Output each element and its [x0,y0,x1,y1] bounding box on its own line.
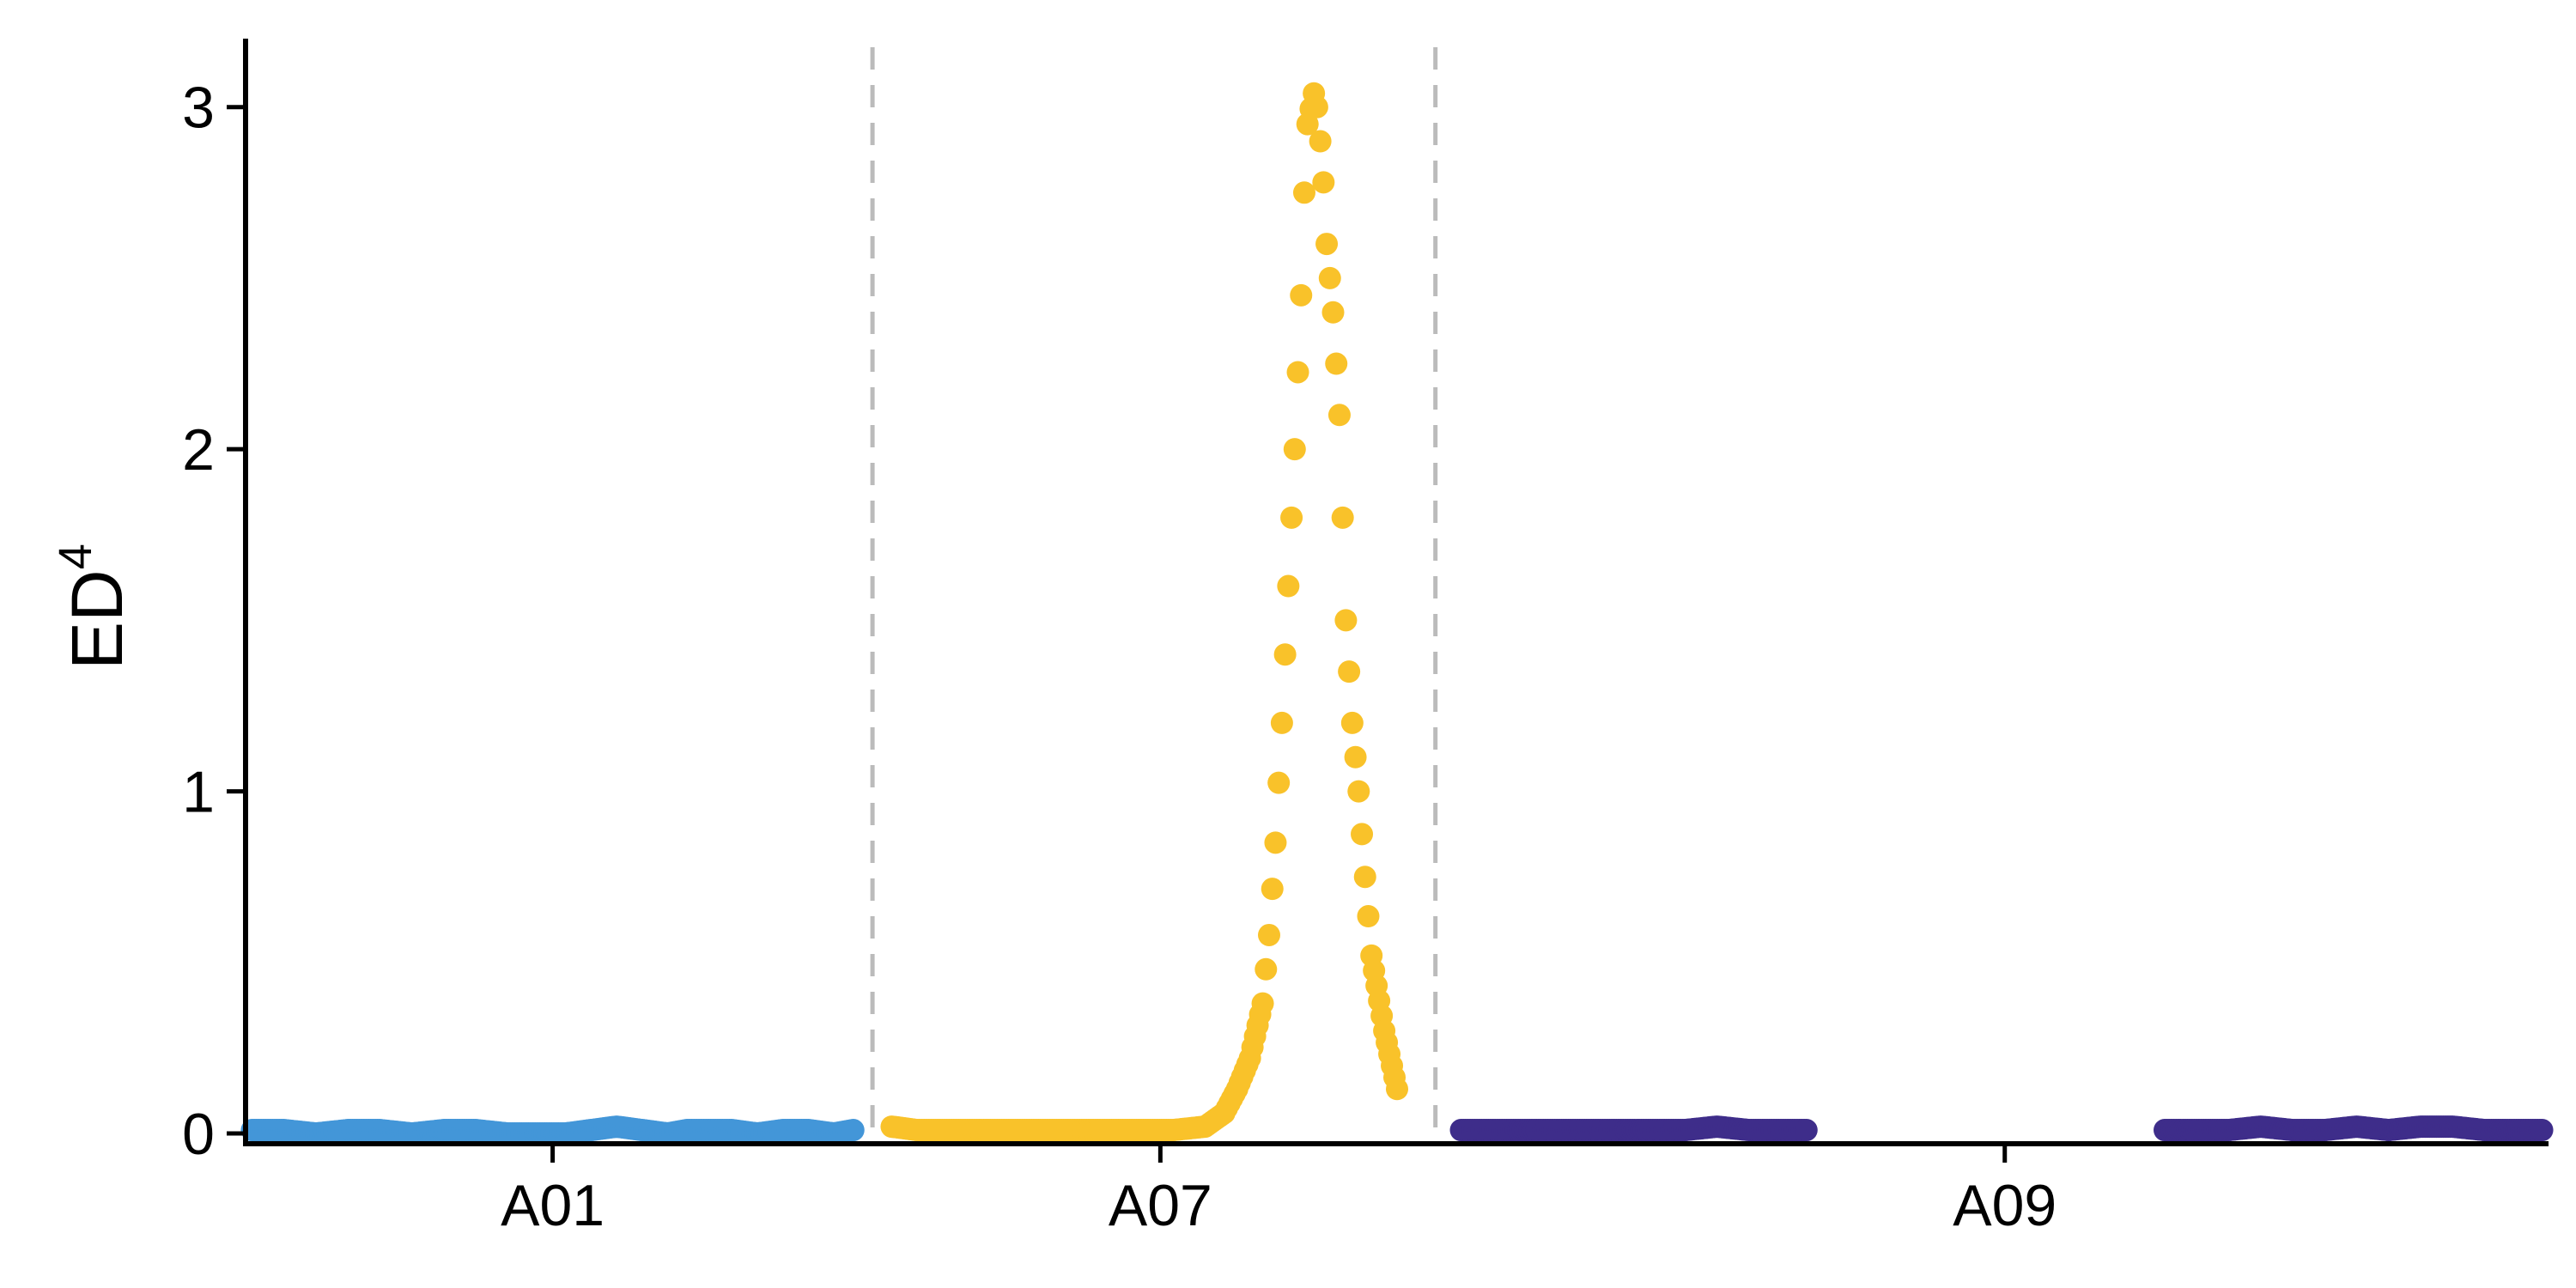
point-A07 [1251,992,1274,1015]
point-A07 [1309,130,1332,153]
data-points [240,82,2554,1145]
point-A09 [2530,1119,2554,1142]
point-A07 [1386,1078,1408,1101]
point-A07 [1353,866,1376,889]
point-A09 [1795,1119,1818,1142]
point-A07 [1277,574,1300,598]
y-ticks: 0 1 2 3 [182,76,246,1167]
y-tick-label: 3 [182,76,215,141]
y-axis-title-superscript: 4 [50,544,101,569]
point-A07 [1318,266,1341,289]
axes [243,39,2549,1146]
point-A07 [1267,771,1291,794]
point-A07 [1338,660,1361,683]
point-A07 [1305,95,1328,118]
point-A07 [1327,404,1351,427]
y-tick-label: 1 [182,760,215,825]
point-A07 [1280,506,1303,529]
y-axis-title: ED4 [50,544,137,670]
point-A07 [1331,506,1354,529]
point-A07 [1347,780,1370,803]
point-A07 [1334,609,1358,632]
point-A07 [1290,283,1313,307]
x-tick-label: A01 [501,1173,605,1238]
point-A07 [1258,923,1280,946]
point-A07 [1315,233,1339,256]
x-tick-label: A09 [1953,1173,2057,1238]
point-A01 [841,1119,865,1142]
point-A07 [1286,361,1309,384]
x-tick-label: A07 [1109,1173,1212,1238]
point-A07 [1321,301,1345,324]
point-A07 [1344,745,1367,769]
point-A07 [1340,711,1364,734]
point-A07 [1255,957,1278,981]
point-A07 [1357,905,1380,928]
point-A07 [1325,352,1348,375]
y-axis-title-main: ED [57,569,137,670]
point-A07 [1273,643,1297,666]
y-tick-label: 2 [182,417,215,483]
point-A07 [1312,171,1335,194]
point-A07 [1283,438,1306,461]
point-A07 [1351,823,1374,846]
point-A07 [1292,181,1315,204]
point-A07 [1264,831,1287,854]
x-ticks: A01 A07 A09 [501,1144,2057,1238]
point-A07 [1261,878,1284,901]
chromosome-boundaries [870,47,1438,1140]
y-tick-label: 0 [182,1102,215,1167]
point-A07 [1270,711,1293,734]
